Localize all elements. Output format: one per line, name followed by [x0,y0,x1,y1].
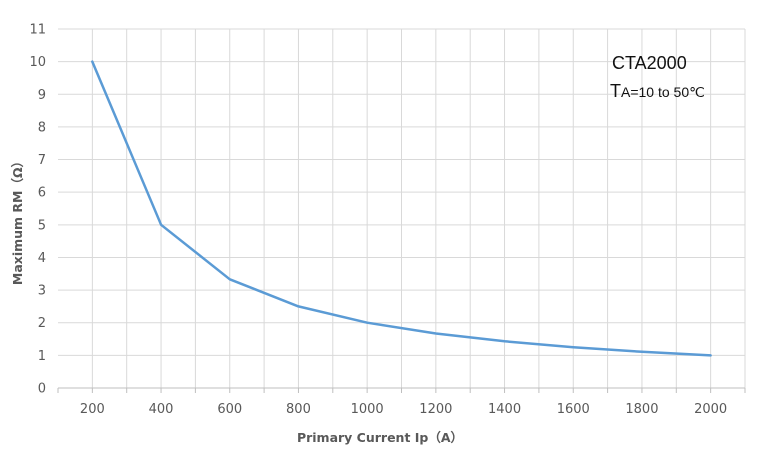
annotation-condition-symbol: T [610,81,621,101]
x-tick-label: 400 [149,402,174,417]
y-tick-label: 5 [38,218,46,233]
annotation-condition-text: =10 to 50℃ [630,84,705,100]
x-tick-label: 600 [217,402,242,417]
x-tick-label: 800 [286,402,311,417]
grid-lines [58,28,746,388]
y-tick-label: 8 [38,120,46,135]
y-tick-label: 6 [38,186,46,201]
x-tick-label: 1800 [625,402,658,417]
y-tick-label: 2 [38,316,46,331]
annotation-model: CTA2000 [612,53,687,73]
annotation-condition: TA=10 to 50℃ [610,81,705,101]
x-tick-label: 1000 [351,402,384,417]
x-tick-label: 1400 [488,402,521,417]
series-line [91,60,712,357]
y-tick-label: 9 [38,88,46,103]
y-tick-label: 1 [38,349,46,364]
x-tick-labels: 200 400 600 800 1000 1200 1400 1600 1800 2000 [80,402,727,417]
annotation-condition-subscript: A [621,84,631,100]
y-tick-label: 4 [38,251,46,266]
y-tick-label: 0 [38,382,46,397]
series [91,60,712,357]
y-axis-label: Maximum RM（Ω） [10,155,25,285]
y-tick-label: 7 [38,153,46,168]
y-tick-label: 3 [38,284,46,299]
x-tick-label: 2000 [694,402,727,417]
x-tick-label: 200 [80,402,105,417]
axes [57,387,746,393]
x-axis-label: Primary Current Ip（A） [297,430,463,445]
y-tick-labels: 0 1 2 3 4 5 6 7 8 9 10 11 [29,23,46,397]
x-tick-label: 1600 [557,402,590,417]
y-tick-label: 11 [29,23,46,38]
x-tick-label: 1200 [419,402,452,417]
y-tick-label: 10 [29,55,46,70]
